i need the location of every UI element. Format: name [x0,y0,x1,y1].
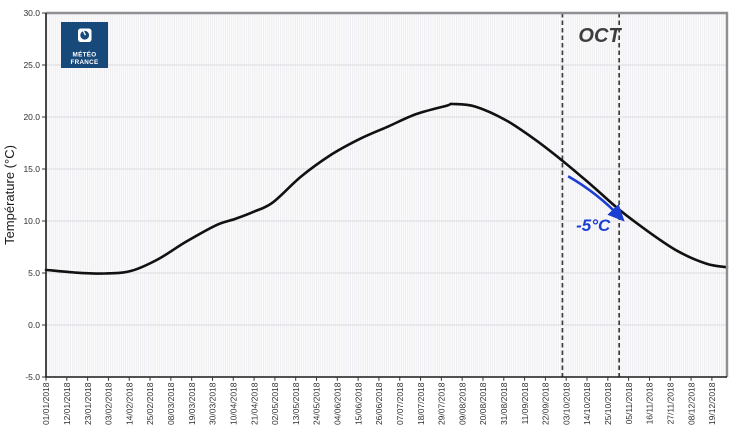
meteo-france-ball-icon [78,28,92,42]
x-tick-label: 05/11/2018 [624,382,634,424]
y-axis-ticks: 30.0 25.0 20.0 15.0 10.0 5.0 0.0 -5.0 [23,8,46,382]
logo-text-line2: FRANCE [70,59,98,66]
y-tick-label: 25.0 [23,60,40,70]
x-tick-label: 14/02/2018 [124,382,134,425]
meteo-france-logo: MÉTÉO FRANCE [61,22,108,68]
delta-arrow-icon [567,175,625,222]
x-tick-label: 20/08/2018 [478,382,488,425]
x-tick-label: 12/01/2018 [62,382,72,425]
month-annotation-label: OCT [578,25,622,47]
delta-annotation-label: -5°C [576,216,611,235]
x-tick-label: 21/04/2018 [249,382,259,425]
x-tick-label: 07/07/2018 [395,382,405,425]
x-tick-label: 10/04/2018 [228,382,238,425]
y-tick-label: 30.0 [23,8,40,18]
temperature-curve [44,102,729,275]
x-tick-label: 13/05/2018 [291,382,301,425]
logo-text-line1: MÉTÉO [73,50,97,59]
october-dashed-lines [561,13,621,377]
y-tick-label: -5.0 [25,372,40,382]
x-tick-label: 22/09/2018 [541,382,551,425]
x-tick-label: 24/05/2018 [312,382,322,425]
minor-gridlines [46,13,727,377]
x-tick-label: 15/06/2018 [353,382,363,425]
y-tick-label: 5.0 [28,268,40,278]
x-tick-label: 25/10/2018 [603,382,613,425]
y-tick-label: 10.0 [23,216,40,226]
x-tick-label: 25/02/2018 [145,382,155,425]
x-tick-label: 29/07/2018 [437,382,447,425]
x-tick-label: 14/10/2018 [582,382,592,425]
x-tick-label: 19/12/2018 [707,382,717,425]
x-tick-label: 02/05/2018 [270,382,280,425]
y-axis-title: Température (°C) [2,145,17,245]
y-tick-label: 0.0 [28,320,40,330]
x-tick-label: 23/01/2018 [83,382,93,425]
x-tick-label: 03/10/2018 [561,382,571,425]
x-tick-label: 04/06/2018 [333,382,343,425]
x-tick-label: 26/06/2018 [374,382,384,425]
x-tick-label: 16/11/2018 [645,382,655,424]
x-tick-label: 18/07/2018 [416,382,426,425]
x-tick-label: 27/11/2018 [665,382,675,424]
x-tick-label: 08/12/2018 [686,382,696,425]
plot-border [46,11,729,377]
x-tick-label: 09/08/2018 [457,382,467,425]
x-axis-ticks: 01/01/2018 12/01/2018 23/01/2018 03/02/2018… [41,377,717,425]
x-tick-label: 11/09/2018 [520,382,530,424]
x-tick-label: 30/03/2018 [208,382,218,425]
x-tick-label: 03/02/2018 [104,382,114,425]
x-tick-label: 19/03/2018 [187,382,197,425]
x-tick-label: 31/08/2018 [499,382,509,425]
x-tick-label: 01/01/2018 [41,382,51,425]
y-tick-label: 15.0 [23,164,40,174]
x-tick-label: 08/03/2018 [166,382,176,425]
horizontal-gridlines [46,64,727,326]
y-tick-label: 20.0 [23,112,40,122]
